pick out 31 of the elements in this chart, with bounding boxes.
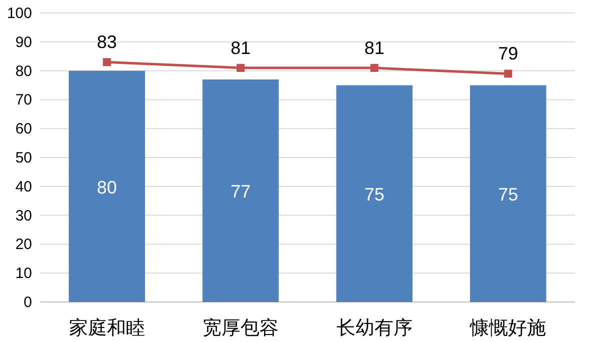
point xyxy=(370,64,378,72)
point xyxy=(102,58,111,66)
y-tick-label: 60 xyxy=(15,120,32,138)
y-tick-label: 50 xyxy=(15,150,32,166)
point xyxy=(236,64,245,72)
y-tick-label: 40 xyxy=(15,178,32,196)
y-tick-label: 70 xyxy=(15,92,32,109)
y-tick-label: 100 xyxy=(6,5,32,22)
y-tick-label: 30 xyxy=(15,207,32,224)
bar xyxy=(202,79,279,302)
x-tick-label: 慷慨好施 xyxy=(469,318,546,339)
data-label: 79 xyxy=(498,44,518,64)
data-label: 80 xyxy=(96,177,117,198)
y-tick-label: 90 xyxy=(15,34,32,51)
x-tick-label: 长幼有序 xyxy=(336,317,412,339)
bar xyxy=(68,70,145,302)
x-tick-label: 宽厚包容 xyxy=(202,317,279,339)
y-tick-label: 10 xyxy=(15,265,32,282)
data-label: 83 xyxy=(96,32,117,52)
data-label: 77 xyxy=(230,182,251,202)
data-label: 75 xyxy=(364,184,384,205)
y-tick-label: 0 xyxy=(24,294,32,311)
data-label: 81 xyxy=(364,38,384,58)
bar xyxy=(336,85,412,302)
point xyxy=(504,70,512,78)
data-label: 75 xyxy=(498,184,518,205)
x-tick-label: 家庭和睦 xyxy=(68,317,145,339)
data-label: 81 xyxy=(230,38,251,58)
bar xyxy=(470,85,546,302)
y-tick-label: 80 xyxy=(15,62,32,80)
y-tick-label: 20 xyxy=(15,236,32,254)
